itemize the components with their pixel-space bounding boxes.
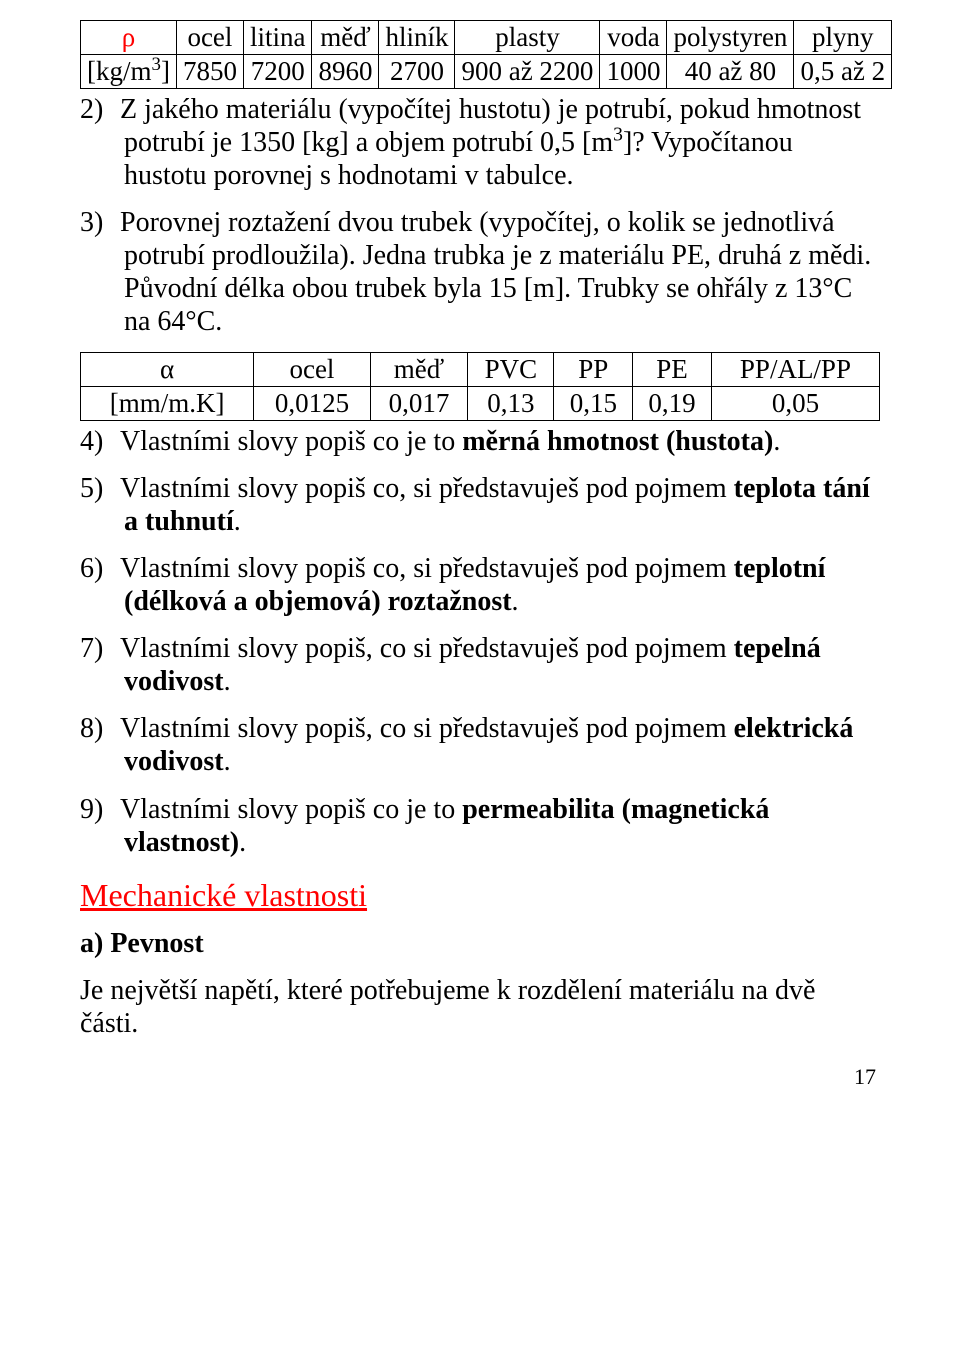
table-cell: 0,15 [554,387,633,421]
page-number: 17 [80,1064,880,1090]
table-row: [mm/m.K] 0,0125 0,017 0,13 0,15 0,19 0,0… [81,387,880,421]
table-cell: 7850 [176,55,243,89]
table-header-cell: ocel [176,21,243,55]
table-cell: 2700 [379,55,455,89]
question-number: 3) [80,206,120,239]
table-header-cell: plyny [794,21,892,55]
table-row: ρ ocel litina měď hliník plasty voda pol… [81,21,892,55]
table-row: α ocel měď PVC PP PE PP/AL/PP [81,353,880,387]
table-header-cell: PVC [468,353,554,387]
question-5: 5)Vlastními slovy popiš co, si představu… [80,472,880,538]
table-header-cell: PP [554,353,633,387]
table-header-cell: měď [312,21,379,55]
question-number: 6) [80,552,120,585]
table-cell: 0,5 až 2 [794,55,892,89]
table-header-cell: PP/AL/PP [711,353,879,387]
question-number: 4) [80,425,120,458]
question-number: 5) [80,472,120,505]
table-cell: 0,017 [370,387,468,421]
expansion-table: α ocel měď PVC PP PE PP/AL/PP [mm/m.K] 0… [80,352,880,421]
table-header-cell: ocel [254,353,371,387]
table-header-cell: polystyren [667,21,794,55]
question-number: 8) [80,712,120,745]
table-cell: 8960 [312,55,379,89]
page-content: ρ ocel litina měď hliník plasty voda pol… [0,0,960,1130]
table-cell: 1000 [600,55,667,89]
alpha-symbol: α [81,353,254,387]
table-header-cell: měď [370,353,468,387]
table-header-cell: hliník [379,21,455,55]
question-number: 2) [80,93,120,126]
subheading-pevnost: a) Pevnost [80,928,880,960]
paragraph-pevnost: Je největší napětí, které potřebujeme k … [80,974,880,1040]
question-8: 8)Vlastními slovy popiš, co si představu… [80,712,880,778]
question-4: 4)Vlastními slovy popiš co je to měrná h… [80,425,880,458]
question-text: Vlastními slovy popiš co je to měrná hmo… [120,426,780,457]
question-text: Z jakého materiálu (vypočítej hustotu) j… [120,94,861,191]
unit-cell: [kg/m3] [81,55,177,89]
table-cell: 40 až 80 [667,55,794,89]
table-cell: 7200 [243,55,312,89]
question-2: 2)Z jakého materiálu (vypočítej hustotu)… [80,93,880,192]
table-cell: 900 až 2200 [455,55,600,89]
table-cell: 0,19 [633,387,712,421]
question-text: Vlastními slovy popiš co je to permeabil… [120,794,769,858]
table-cell: 0,13 [468,387,554,421]
question-3: 3)Porovnej roztažení dvou trubek (vypočí… [80,206,880,338]
question-number: 7) [80,632,120,665]
density-table: ρ ocel litina měď hliník plasty voda pol… [80,20,892,89]
table-header-cell: PE [633,353,712,387]
question-text: Vlastními slovy popiš co, si představuje… [120,473,870,537]
table-cell: 0,0125 [254,387,371,421]
unit-cell: [mm/m.K] [81,387,254,421]
table-cell: 0,05 [711,387,879,421]
question-text: Vlastními slovy popiš co, si představuje… [120,553,825,617]
question-text: Vlastními slovy popiš, co si představuje… [120,633,821,697]
table-header-cell: plasty [455,21,600,55]
question-number: 9) [80,793,120,826]
question-9: 9)Vlastními slovy popiš co je to permeab… [80,793,880,859]
question-7: 7)Vlastními slovy popiš, co si představu… [80,632,880,698]
question-6: 6)Vlastními slovy popiš co, si představu… [80,552,880,618]
section-title: Mechanické vlastnosti [80,877,880,914]
table-row: [kg/m3] 7850 7200 8960 2700 900 až 2200 … [81,55,892,89]
question-text: Vlastními slovy popiš, co si představuje… [120,713,853,777]
rho-symbol: ρ [81,21,177,55]
table-header-cell: litina [243,21,312,55]
table-header-cell: voda [600,21,667,55]
question-text: Porovnej roztažení dvou trubek (vypočíte… [120,207,871,337]
